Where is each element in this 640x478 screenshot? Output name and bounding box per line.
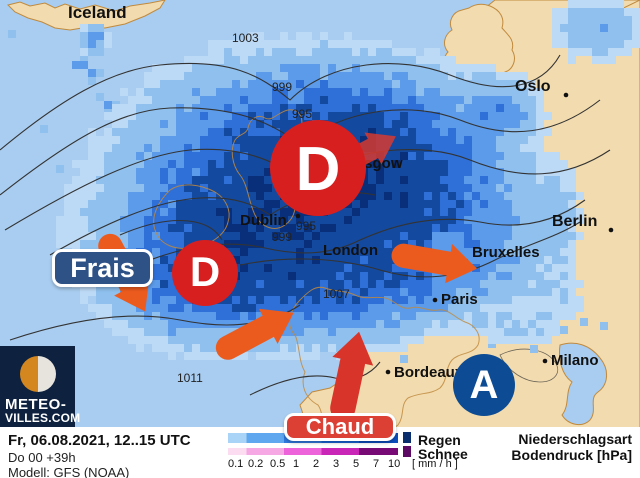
svg-text:A: A: [470, 363, 499, 407]
svg-text:D: D: [190, 248, 220, 295]
svg-text:D: D: [296, 135, 341, 204]
